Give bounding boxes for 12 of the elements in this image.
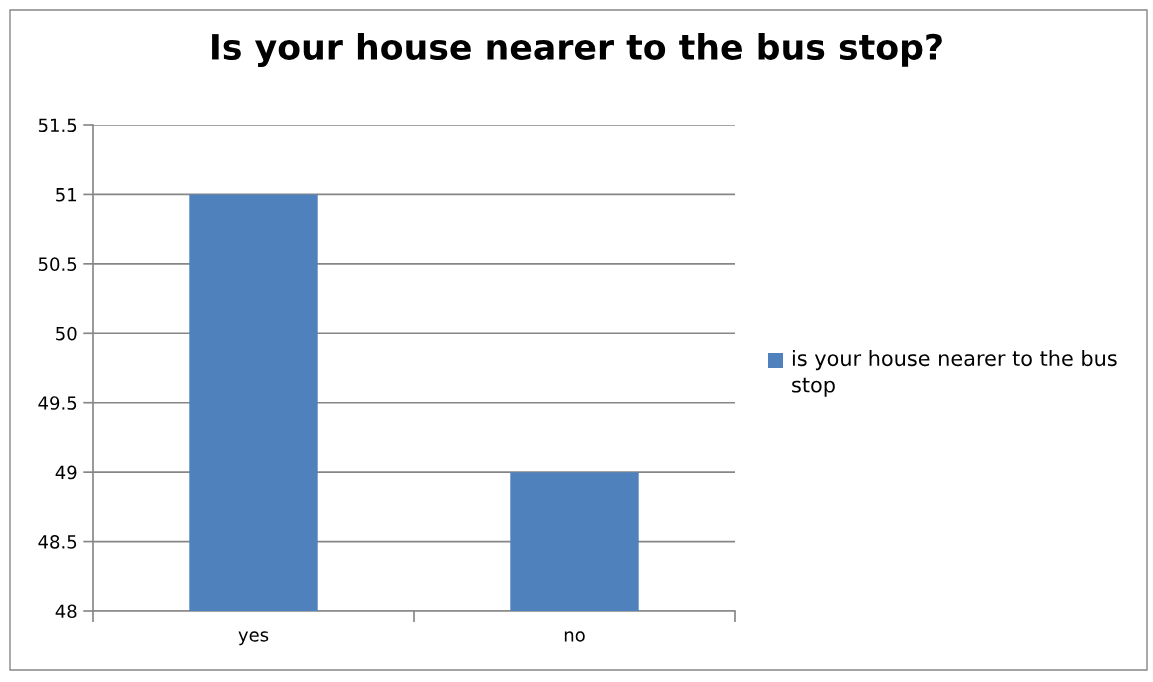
y-tick-label: 51.5 [38,118,77,133]
y-tick-label: 50 [56,326,77,341]
y-tick-label: 48 [55,604,77,619]
x-tick-label: yes [238,631,269,646]
chart-title: Is your house nearer to the bus stop? [212,33,942,67]
legend-label: is your house nearer to the bus stop [792,350,1117,397]
y-tick-label: 48.5 [38,535,77,549]
y-tick-label: 51 [56,188,77,202]
y-tick-label: 50.5 [38,257,77,271]
y-tick-label: 49 [55,465,77,480]
y-tick-label: 49.5 [38,396,77,410]
x-tick-label: no [564,631,585,642]
